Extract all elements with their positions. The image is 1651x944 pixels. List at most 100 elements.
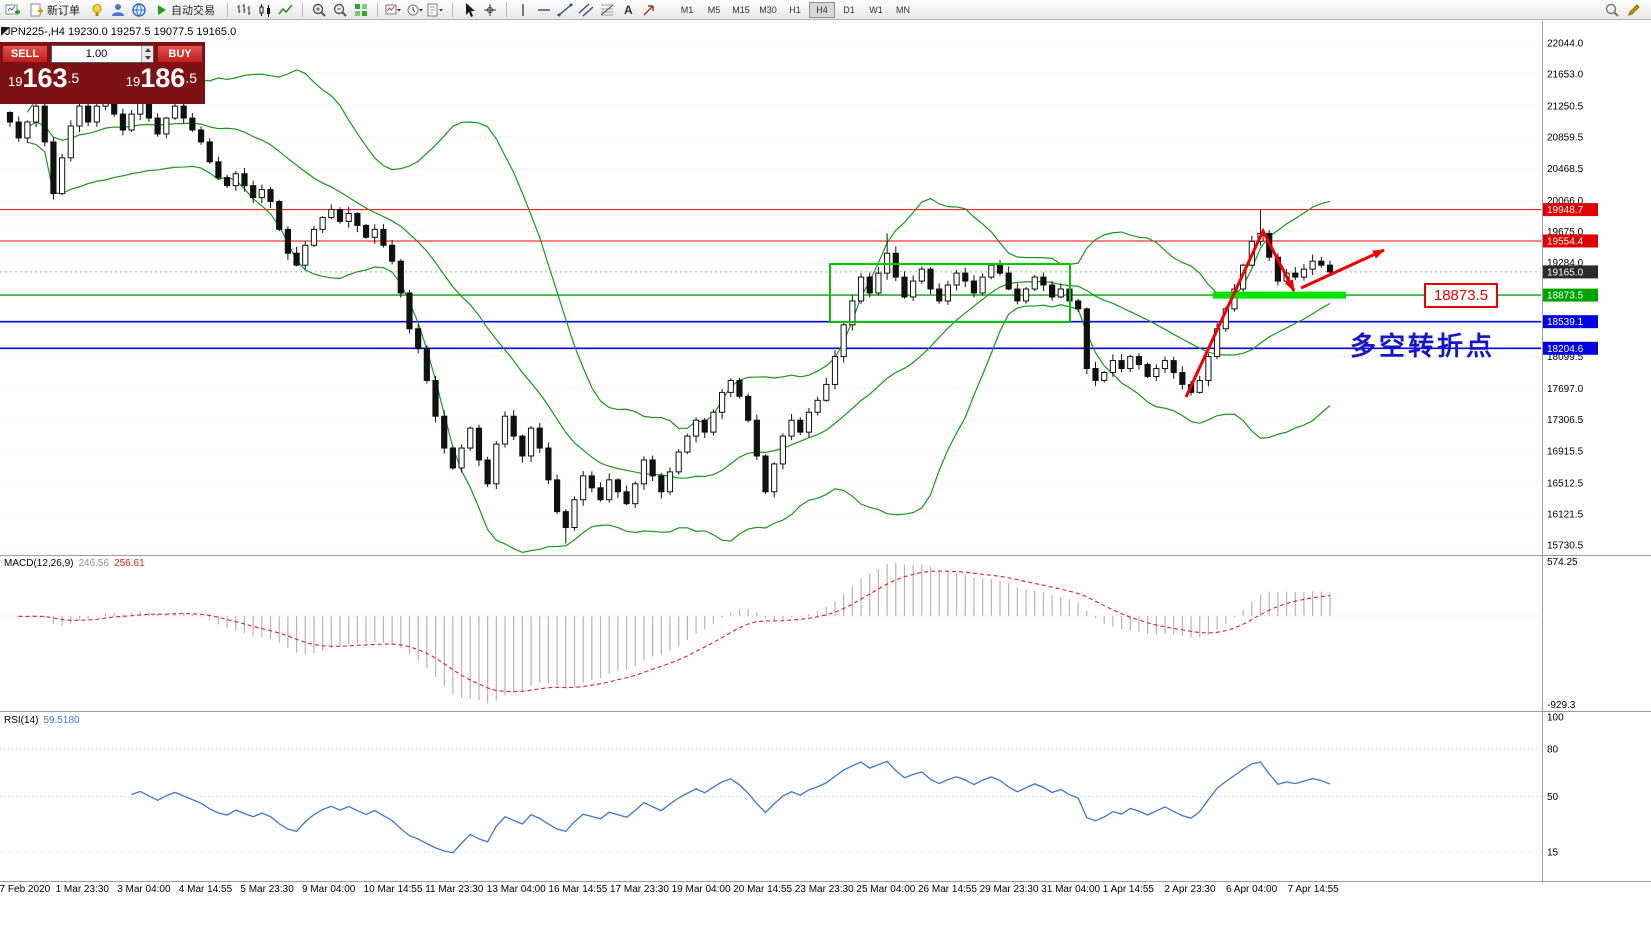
volume-up-icon[interactable]: [144, 48, 151, 52]
new-order-button[interactable]: 新订单: [24, 1, 86, 19]
channel-tool-icon[interactable]: [576, 1, 596, 19]
price-badge: [1543, 265, 1598, 279]
tab-timeframe-MN[interactable]: MN: [896, 4, 910, 15]
candles: [6, 89, 1334, 544]
trade-controls-row: SELL 1.00 BUY: [2, 45, 203, 63]
svg-text:25 Mar 04:00: 25 Mar 04:00: [856, 884, 915, 895]
turning-point-annotation[interactable]: 多空转折点: [1350, 331, 1496, 361]
indicators-icon[interactable]: [384, 1, 404, 19]
price-axis[interactable]: 22044.0 21653.0 21250.5 20859.5 20468.5 20066…: [1543, 39, 1598, 552]
zoom-out-icon[interactable]: [330, 1, 350, 19]
autotrade-button[interactable]: 自动交易: [150, 1, 221, 19]
fibonacci-tool-icon[interactable]: [597, 1, 617, 19]
svg-text:-929.3: -929.3: [1547, 700, 1576, 711]
svg-text:20 Mar 14:55: 20 Mar 14:55: [733, 884, 792, 895]
macd-signal-value: 256.61: [114, 558, 145, 569]
rsi-name: RSI(14): [4, 715, 39, 726]
price-badge: [1543, 288, 1598, 302]
tab-timeframe-M15[interactable]: M15: [732, 4, 750, 15]
price-grid: [0, 42, 1541, 546]
period-icon[interactable]: [405, 1, 425, 19]
svg-text:50: 50: [1547, 792, 1559, 803]
svg-text:6 Apr 04:00: 6 Apr 04:00: [1226, 884, 1278, 895]
svg-text:10 Mar 14:55: 10 Mar 14:55: [364, 884, 423, 895]
svg-text:26 Mar 14:55: 26 Mar 14:55: [918, 884, 977, 895]
svg-text:15730.5: 15730.5: [1547, 541, 1584, 552]
svg-text:18539.1: 18539.1: [1547, 317, 1584, 328]
toolbar-separator: [227, 2, 228, 17]
community-icon[interactable]: [129, 1, 149, 19]
time-axis[interactable]: 27 Feb 2020 1 Mar 23:30 3 Mar 04:00 4 Mar 1…: [0, 884, 1339, 895]
volume-spinner[interactable]: [141, 46, 153, 62]
volume-value[interactable]: 1.00: [85, 48, 108, 60]
tab-timeframe-W1[interactable]: W1: [869, 4, 883, 15]
rsi-indicator-label: RSI(14) 59.5180: [4, 715, 80, 726]
text-tool-icon[interactable]: A: [618, 1, 638, 19]
tile-windows-icon[interactable]: [351, 1, 371, 19]
svg-text:13 Mar 04:00: 13 Mar 04:00: [487, 884, 546, 895]
svg-text:16512.5: 16512.5: [1547, 478, 1584, 489]
bollinger-bands: [26, 69, 1331, 554]
search-icon[interactable]: [1602, 1, 1622, 19]
volume-down-icon[interactable]: [144, 56, 151, 60]
macd-name: MACD(12,26,9): [4, 558, 74, 569]
tab-timeframe-H4[interactable]: H4: [809, 1, 835, 18]
arrow-tool-icon[interactable]: [639, 1, 659, 19]
svg-text:7 Apr 14:55: 7 Apr 14:55: [1288, 884, 1340, 895]
indicator-scales: 574.25 -929.3 100 80 50 15: [1547, 557, 1578, 859]
toolbar-right-group: [1602, 1, 1648, 19]
vertical-line-tool-icon[interactable]: [513, 1, 533, 19]
tab-timeframe-M1[interactable]: M1: [680, 4, 694, 15]
tab-timeframe-D1[interactable]: D1: [843, 4, 855, 15]
chart-annotations[interactable]: [829, 227, 1385, 398]
crosshair-icon[interactable]: [480, 1, 500, 19]
svg-text:16121.5: 16121.5: [1547, 509, 1584, 520]
tip-icon[interactable]: [87, 1, 107, 19]
svg-text:19 Mar 04:00: 19 Mar 04:00: [672, 884, 731, 895]
svg-text:11 Mar 23:30: 11 Mar 23:30: [425, 884, 484, 895]
rsi-panel: [0, 748, 1541, 854]
zoom-in-icon[interactable]: [309, 1, 329, 19]
svg-text:15: 15: [1547, 848, 1559, 859]
svg-text:29 Mar 23:30: 29 Mar 23:30: [980, 884, 1039, 895]
horizontal-line-tool-icon[interactable]: [534, 1, 554, 19]
new-chart-icon[interactable]: [3, 1, 23, 19]
svg-text:19948.7: 19948.7: [1547, 205, 1584, 216]
svg-text:19165.0: 19165.0: [1547, 267, 1584, 278]
volume-input[interactable]: 1.00: [51, 45, 154, 63]
price-badge: [1543, 341, 1598, 355]
candlestick-chart-icon[interactable]: [255, 1, 275, 19]
horizontal-level-lines[interactable]: [0, 209, 1541, 350]
svg-text:2 Apr 23:30: 2 Apr 23:30: [1164, 884, 1216, 895]
buy-button[interactable]: BUY: [157, 45, 203, 63]
macd-main-value: 246.56: [78, 558, 110, 569]
autotrade-label: 自动交易: [171, 4, 215, 17]
trendline-tool-icon[interactable]: [555, 1, 575, 19]
svg-text:17697.0: 17697.0: [1547, 384, 1584, 395]
support-price-annotation[interactable]: 18873.5: [1424, 283, 1498, 308]
svg-text:31 Mar 04:00: 31 Mar 04:00: [1041, 884, 1100, 895]
edit-icon[interactable]: [1624, 1, 1644, 19]
svg-text:1 Apr 14:55: 1 Apr 14:55: [1103, 884, 1155, 895]
tab-timeframe-H1[interactable]: H1: [789, 4, 801, 15]
cursor-icon[interactable]: [459, 1, 479, 19]
new-order-label: 新订单: [47, 4, 80, 17]
rsi-value: 59.5180: [43, 715, 80, 726]
template-icon[interactable]: [426, 1, 446, 19]
svg-text:20468.5: 20468.5: [1547, 164, 1584, 175]
toolbar-separator: [452, 2, 453, 17]
bar-chart-icon[interactable]: [234, 1, 254, 19]
panel-collapse-icon[interactable]: [1, 27, 10, 36]
timeframe-group: M1 M5 M15 M30 H1 H4 D1 W1 MN: [674, 1, 916, 18]
profile-icon[interactable]: [108, 1, 128, 19]
svg-text:A: A: [624, 3, 633, 17]
svg-text:4 Mar 14:55: 4 Mar 14:55: [179, 884, 233, 895]
line-chart-icon[interactable]: [276, 1, 296, 19]
tab-timeframe-M5[interactable]: M5: [707, 4, 721, 15]
toolbar-separator: [377, 2, 378, 17]
svg-text:21653.0: 21653.0: [1547, 70, 1584, 81]
tab-timeframe-M30[interactable]: M30: [759, 4, 777, 15]
svg-text:23 Mar 23:30: 23 Mar 23:30: [795, 884, 854, 895]
sell-button[interactable]: SELL: [2, 45, 48, 63]
